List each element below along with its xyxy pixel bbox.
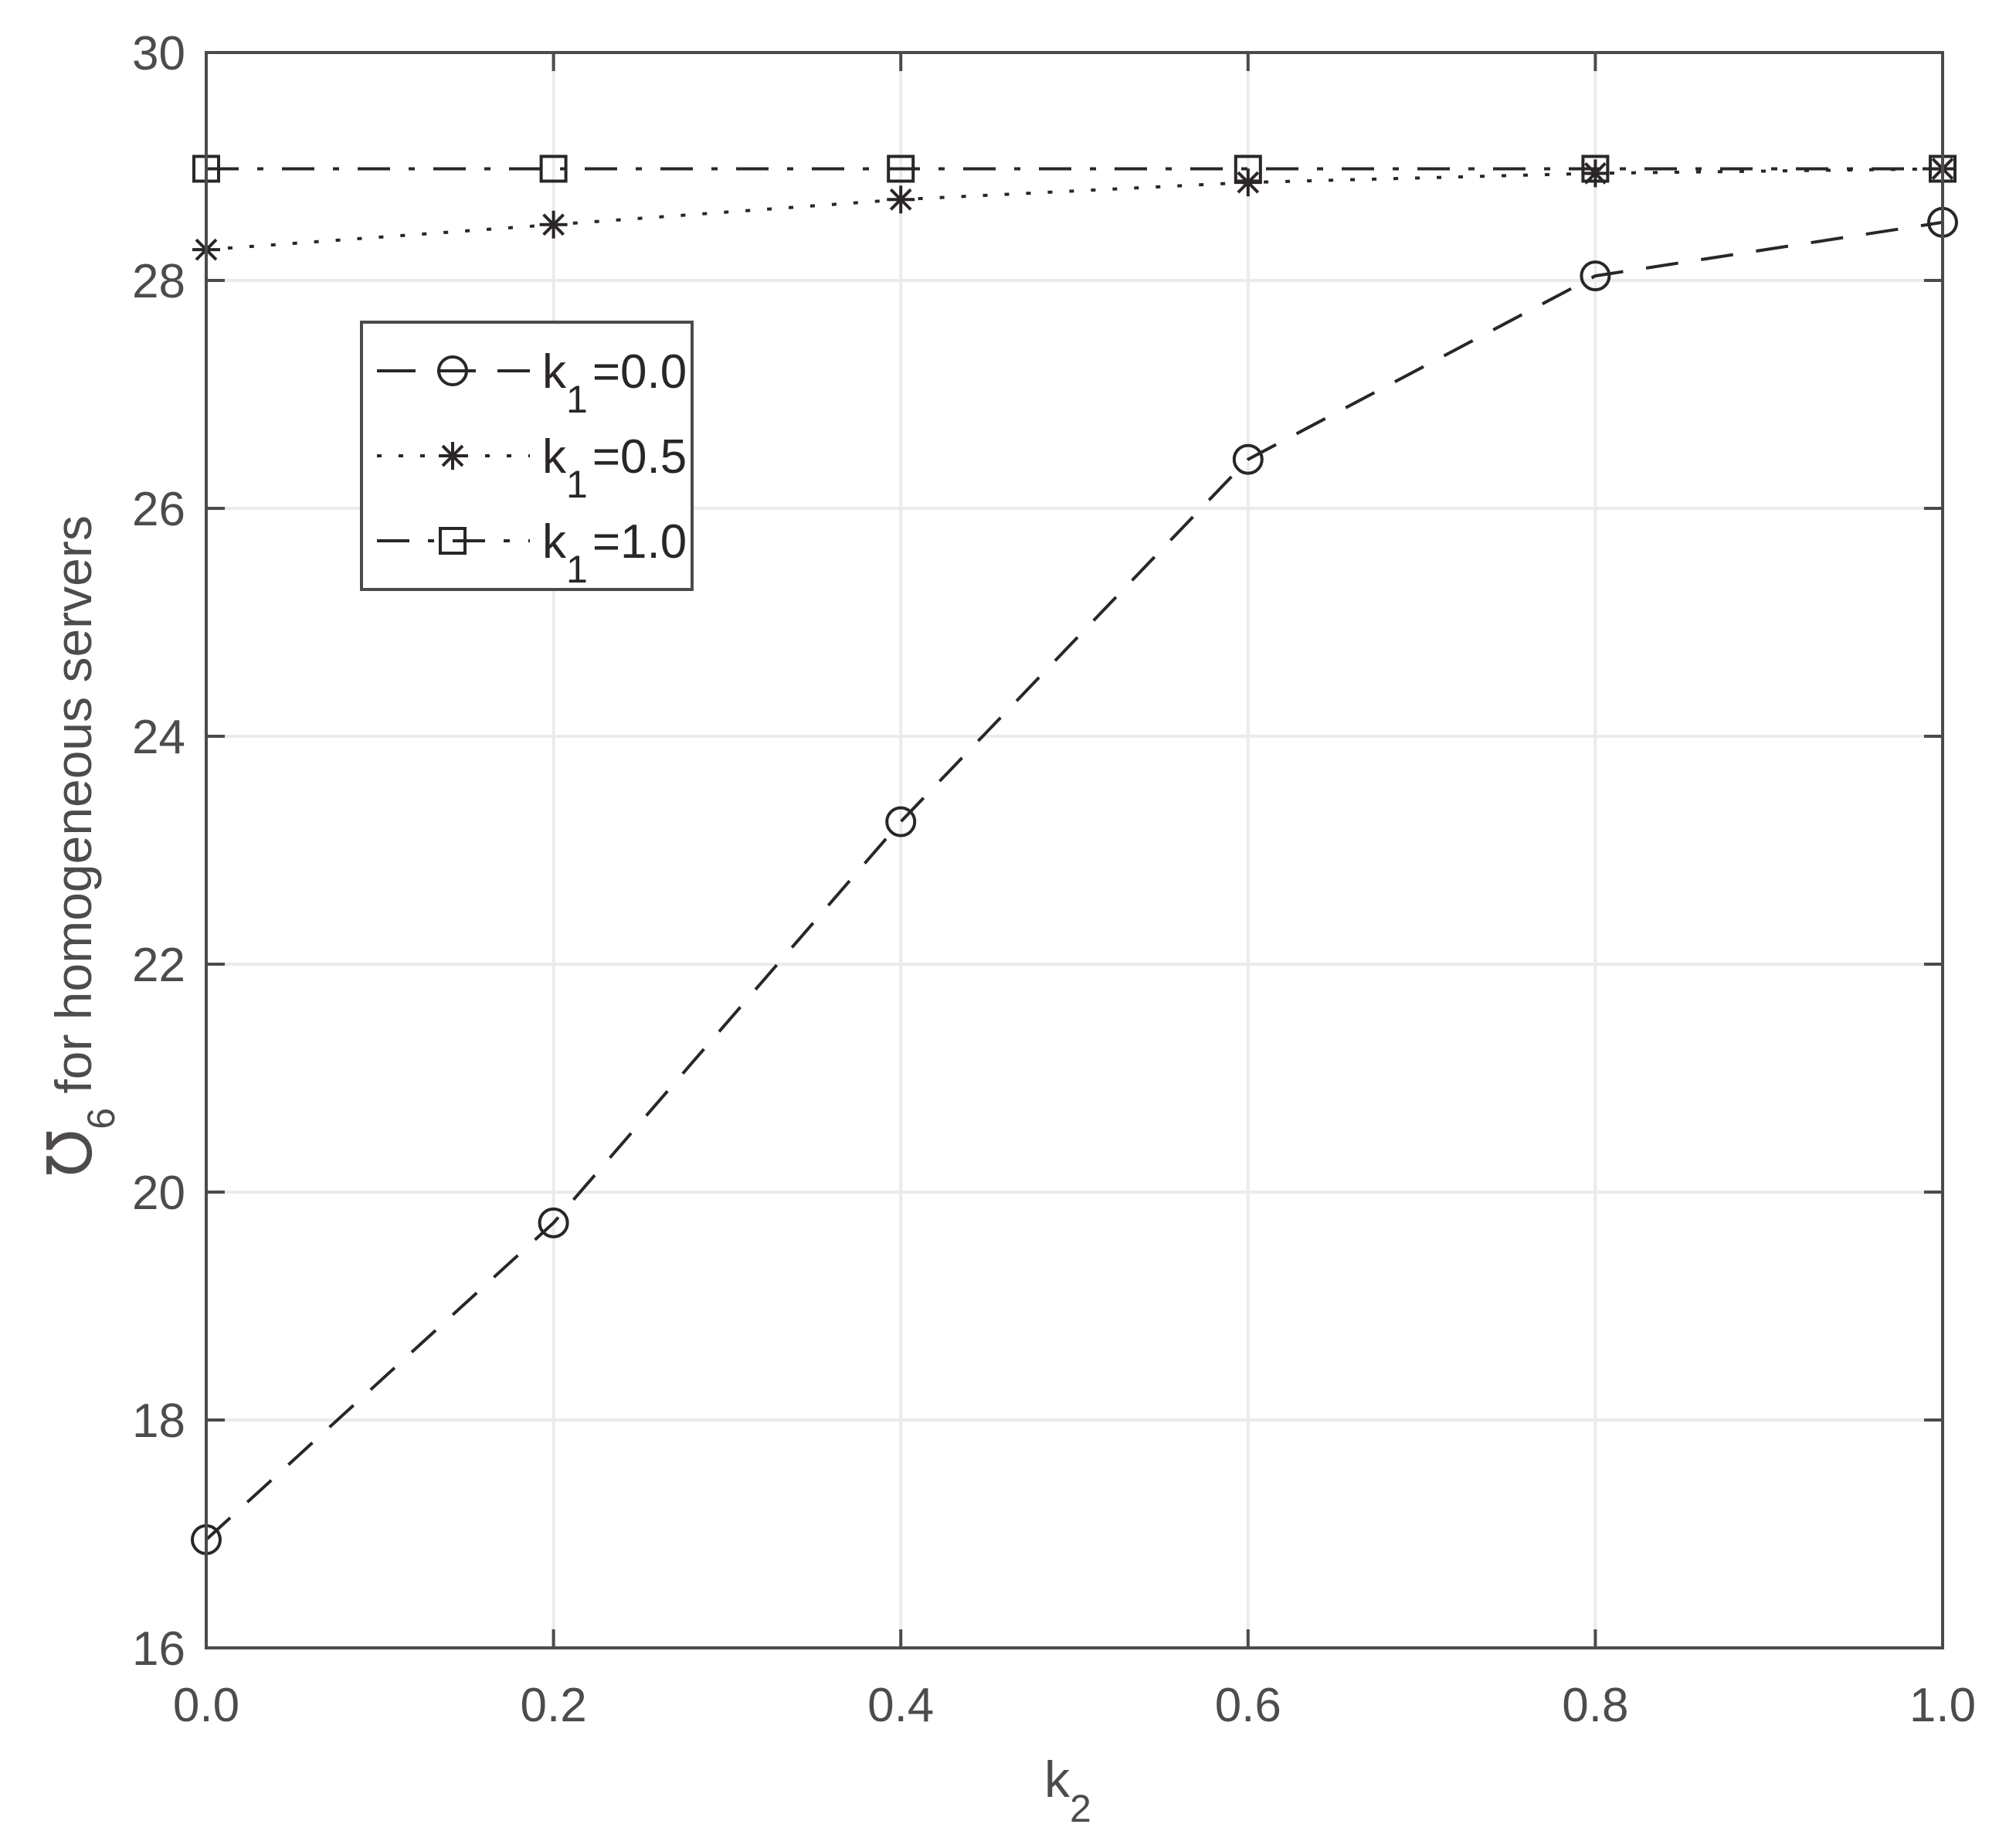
legend-box bbox=[360, 321, 694, 591]
asterisk-marker bbox=[539, 210, 568, 239]
y-tick-labels: 16 18 20 22 24 26 28 30 bbox=[132, 27, 185, 1676]
x-axis-label-subscript: 2 bbox=[1070, 1787, 1091, 1830]
x-tick-label: 0.6 bbox=[1215, 1679, 1281, 1732]
x-tick-label: 0.0 bbox=[173, 1679, 239, 1732]
y-tick-label: 26 bbox=[132, 483, 185, 536]
circle-marker bbox=[1232, 443, 1264, 475]
circle-marker bbox=[1580, 260, 1611, 292]
y-tick-label: 22 bbox=[132, 939, 185, 992]
legend-label: k1=0.0 bbox=[542, 345, 687, 421]
series-line bbox=[205, 220, 1943, 1541]
y-axis-label: ℧6 for homogeneous servers bbox=[36, 515, 123, 1177]
circle-marker bbox=[538, 1207, 569, 1238]
y-axis-label-subscript: 6 bbox=[80, 1108, 123, 1130]
square-marker bbox=[1234, 155, 1262, 183]
asterisk-marker bbox=[1581, 159, 1610, 188]
y-tick-label: 30 bbox=[132, 27, 185, 80]
x-tick-label: 0.4 bbox=[867, 1679, 934, 1732]
y-tick-label: 28 bbox=[132, 255, 185, 308]
x-tick-label: 0.8 bbox=[1562, 1679, 1628, 1732]
x-tick-label: 1.0 bbox=[1909, 1679, 1976, 1732]
square-marker bbox=[1581, 155, 1610, 183]
y-axis-label-text: for homogeneous servers bbox=[45, 515, 102, 1108]
y-tick-label: 16 bbox=[132, 1622, 185, 1676]
x-axis-label: k2 bbox=[1044, 1751, 1091, 1830]
x-tick-labels: 0.0 0.2 0.4 0.6 0.8 1.0 bbox=[173, 1679, 1976, 1732]
legend-item: k1=0.5 bbox=[377, 430, 687, 506]
y-tick-label: 20 bbox=[132, 1167, 185, 1220]
y-tick-label: 24 bbox=[132, 711, 185, 764]
series-line bbox=[205, 167, 1943, 252]
asterisk-marker bbox=[887, 185, 915, 214]
legend: k1=0.0 k1=0.5 k1=1.0 bbox=[360, 321, 694, 591]
asterisk-marker bbox=[439, 442, 467, 470]
square-marker bbox=[887, 155, 915, 183]
plot-frame bbox=[205, 51, 1944, 1649]
axes bbox=[205, 51, 1944, 1649]
circle-marker bbox=[437, 355, 468, 386]
series-k1=0.5 bbox=[192, 155, 1957, 264]
x-tick-label: 0.2 bbox=[520, 1679, 586, 1732]
y-tick-label: 18 bbox=[132, 1394, 185, 1448]
y-axis-symbol: ℧ bbox=[36, 1130, 104, 1177]
legend-label: k1=1.0 bbox=[542, 515, 687, 591]
legend-item: k1=1.0 bbox=[377, 515, 687, 591]
grid-lines bbox=[205, 51, 1944, 1649]
square-marker bbox=[539, 155, 568, 183]
legend-item: k1=0.0 bbox=[377, 345, 687, 421]
series-k1=1.0 bbox=[192, 155, 1957, 183]
legend-label: k1=0.5 bbox=[542, 430, 687, 506]
circle-marker bbox=[885, 806, 917, 837]
square-marker bbox=[439, 527, 467, 555]
